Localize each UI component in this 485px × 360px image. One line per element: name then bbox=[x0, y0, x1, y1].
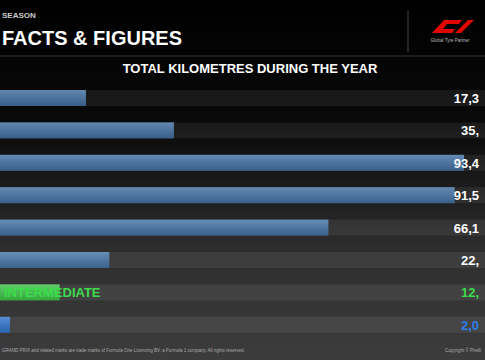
data-label: 91,5 bbox=[454, 188, 479, 203]
track bbox=[0, 90, 485, 106]
bar-shade bbox=[0, 252, 109, 268]
data-label: 93,4 bbox=[454, 156, 480, 171]
data-label: 35, bbox=[461, 123, 479, 138]
bar-shade bbox=[0, 187, 455, 203]
bars bbox=[0, 90, 464, 333]
divider bbox=[408, 10, 409, 52]
category-label: INTERMEDIATE bbox=[4, 285, 101, 300]
subtitle: TOTAL KILOMETRES DURING THE YEAR bbox=[123, 61, 378, 76]
bar bbox=[0, 187, 455, 203]
copyright: Copyright © Pirelli bbox=[445, 347, 481, 353]
season-label: SEASON bbox=[2, 11, 36, 20]
bar-shade bbox=[0, 122, 174, 138]
logo-caption: Global Tyre Partner bbox=[431, 38, 470, 43]
tracks bbox=[0, 90, 485, 333]
bar-shade bbox=[0, 90, 86, 106]
title: FACTS & FIGURES bbox=[2, 27, 182, 49]
background bbox=[0, 0, 485, 360]
bar bbox=[0, 155, 464, 171]
track bbox=[0, 220, 485, 236]
track bbox=[0, 284, 485, 300]
bar-shade bbox=[0, 220, 328, 236]
chart: SEASON FACTS & FIGURES Global Tyre Partner… bbox=[0, 0, 485, 360]
bar-shade bbox=[0, 155, 464, 171]
header-rule bbox=[0, 56, 485, 57]
bar bbox=[0, 317, 10, 333]
data-label: 12, bbox=[461, 285, 479, 300]
bar bbox=[0, 90, 86, 106]
data-label: 17,3 bbox=[454, 91, 479, 106]
track bbox=[0, 155, 485, 171]
bar-shade bbox=[0, 317, 10, 333]
logo bbox=[432, 20, 474, 33]
data-label: 2,0 bbox=[461, 318, 479, 333]
bar bbox=[0, 122, 174, 138]
track bbox=[0, 187, 485, 203]
track bbox=[0, 317, 485, 333]
labels: 17,3 35, 93,4 91,5 66,1 22, INTERMEDIATE 12, 2,0 bbox=[4, 91, 480, 333]
footer-note: GRAND PRIX and related marks are trade m… bbox=[2, 348, 245, 353]
track bbox=[0, 252, 485, 268]
track bbox=[0, 122, 485, 138]
bar bbox=[0, 252, 109, 268]
data-label: 66,1 bbox=[454, 221, 479, 236]
bar bbox=[0, 220, 328, 236]
data-label: 22, bbox=[461, 253, 479, 268]
